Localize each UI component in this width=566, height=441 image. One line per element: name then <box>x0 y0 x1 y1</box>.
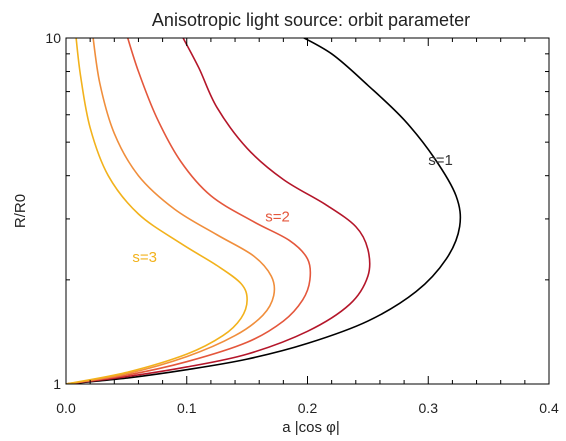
series-annotation-label: s=2 <box>265 208 290 225</box>
x-tick-label: 0.1 <box>177 400 197 416</box>
x-axis-label: a |cos φ| <box>282 419 340 436</box>
x-tick-label: 0.4 <box>539 400 559 416</box>
y-axis-ticks: 1 10 <box>45 30 549 392</box>
x-tick-label: 0.0 <box>56 400 76 416</box>
x-tick-label: 0.2 <box>298 400 318 416</box>
series-line-3 <box>66 38 312 384</box>
annotations: s=1 s=2 s=3 <box>132 152 452 266</box>
series-line-4 <box>66 38 276 384</box>
series-annotation-label: s=1 <box>428 152 453 169</box>
y-axis-label: R/R0 <box>12 194 29 228</box>
y-tick-label: 1 <box>53 376 61 392</box>
series-annotation-label: s=3 <box>132 249 157 266</box>
chart-title: Anisotropic light source: orbit paramete… <box>152 10 470 30</box>
series-line-5 <box>66 38 248 384</box>
series-line-1 <box>66 38 462 384</box>
series-line-2 <box>66 38 371 384</box>
x-axis-ticks: 0.0 0.1 0.2 0.3 0.4 <box>56 38 559 416</box>
y-tick-label: 10 <box>45 30 61 46</box>
plot-series <box>66 38 462 384</box>
x-tick-label: 0.3 <box>419 400 439 416</box>
